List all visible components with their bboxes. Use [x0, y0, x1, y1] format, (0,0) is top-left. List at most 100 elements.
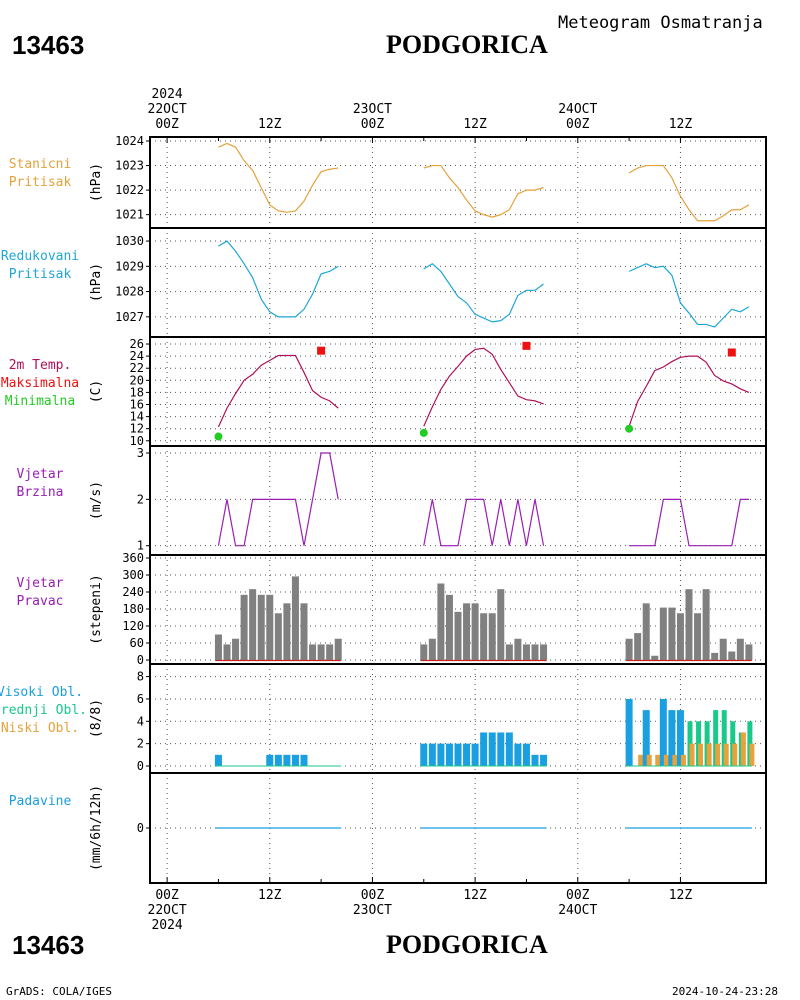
panel-label-line: 2m Temp.: [9, 358, 72, 373]
cloud-bar-low: [638, 754, 644, 766]
wind-direction-bar: [522, 644, 530, 660]
y-tick-label: 6: [137, 692, 144, 706]
cloud-bar-high: [445, 743, 453, 766]
cloud-bar-high: [291, 754, 299, 766]
wind-direction-bar: [488, 613, 496, 660]
wind_speed-series-line: [629, 498, 749, 547]
x-axis-bottom-label: 2024: [151, 918, 182, 933]
wind-direction-bar: [283, 603, 291, 660]
y-axis-label: (mm/6h/12h): [89, 785, 104, 871]
temperature-series-line: [217, 354, 339, 428]
station_pressure-series-line: [628, 164, 750, 222]
y-tick-label: 180: [122, 602, 144, 616]
wind-direction-bar: [454, 611, 462, 660]
max-temp-marker: [727, 348, 736, 357]
cloud-bar-low: [672, 754, 678, 766]
cloud-bar-high: [488, 732, 496, 766]
wind-direction-bar: [480, 613, 488, 660]
wind-direction-bar: [223, 644, 231, 660]
station-id-bottom: 13463: [12, 930, 85, 960]
y-tick-label: 120: [122, 619, 144, 633]
cloud-bar-high: [659, 698, 667, 766]
cloud-bar-high: [625, 698, 633, 766]
wind-direction-bar: [676, 613, 684, 660]
y-tick-label: 26: [130, 337, 144, 351]
panel-frame: [149, 336, 767, 447]
cloud-bar-low: [698, 743, 704, 766]
y-tick-label: 8: [137, 670, 144, 684]
x-axis-top-label: 22OCT: [148, 102, 187, 117]
wind-direction-bar: [702, 589, 710, 660]
y-tick-label: 12: [130, 422, 144, 436]
station-name-top: PODGORICA: [386, 30, 548, 59]
wind-direction-bar: [249, 589, 257, 660]
y-tick-label: 0: [137, 759, 144, 773]
render-timestamp: 2024-10-24-23:28: [672, 985, 778, 998]
wind-direction-bar: [240, 594, 248, 660]
y-tick-label: 300: [122, 568, 144, 582]
y-tick-label: 240: [122, 585, 144, 599]
cloud-bar-low: [663, 754, 669, 766]
x-axis-top-label: 23OCT: [353, 102, 392, 117]
min-temp-marker: [625, 424, 634, 433]
cloud-bar-mid: [721, 710, 727, 766]
y-tick-label: 1030: [115, 234, 144, 248]
y-tick-label: 1024: [115, 134, 144, 148]
x-axis-top-label: 00Z: [155, 117, 179, 132]
cloud-bar-high: [463, 743, 471, 766]
grads-credit: GrADS: COLA/IGES: [6, 985, 112, 998]
panel-frame: [149, 445, 767, 556]
wind-direction-bar: [651, 655, 659, 660]
wind-direction-bar: [685, 589, 693, 660]
y-tick-label: 1028: [115, 285, 144, 299]
x-axis-bottom-label: 00Z: [566, 888, 590, 903]
y-tick-label: 10: [130, 434, 144, 448]
panel-label-line: Pritisak: [9, 175, 72, 190]
y-tick-label: 1021: [115, 208, 144, 222]
y-tick-label: 16: [130, 398, 144, 412]
cloud-bar-high: [668, 710, 676, 766]
min-temp-marker: [214, 432, 223, 441]
wind-direction-bar: [642, 603, 650, 660]
cloud-bar-high: [531, 754, 539, 766]
x-axis-bottom-label: 24OCT: [558, 903, 597, 918]
y-tick-label: 1022: [115, 183, 144, 197]
y-tick-label: 0: [137, 653, 144, 667]
wind-direction-bar: [214, 634, 222, 660]
temperature-series-line: [628, 355, 750, 427]
min-temp-marker: [419, 428, 428, 437]
reduced_pressure-series-line: [423, 263, 544, 323]
y-tick-label: 1027: [115, 310, 144, 324]
cloud-bar-high: [428, 743, 436, 766]
wind-direction-bar: [497, 589, 505, 660]
cloud-bar-low: [680, 754, 686, 766]
wind-direction-bar: [728, 651, 736, 660]
y-axis-label: (C): [89, 380, 104, 403]
y-tick-label: 3: [137, 446, 144, 460]
wind-direction-bar: [300, 603, 308, 660]
y-tick-label: 14: [130, 410, 144, 424]
wind-direction-bar: [257, 594, 265, 660]
station-id-top: 13463: [12, 30, 85, 60]
wind-direction-bar: [505, 644, 513, 660]
wind-direction-bar: [540, 644, 548, 660]
station-name-bottom: PODGORICA: [386, 930, 548, 959]
cloud-bar-high: [540, 754, 548, 766]
panel-label-line: Padavine: [9, 794, 72, 809]
panel-label-line: Redukovani: [1, 249, 79, 264]
panel-label-line: Pravac: [17, 594, 64, 609]
x-axis-bottom-label: 12Z: [669, 888, 693, 903]
wind-direction-bar: [291, 576, 299, 660]
panel-label-line: Niski Obl.: [1, 721, 79, 736]
panel-label-line: Vjetar: [17, 576, 64, 591]
wind-direction-bar: [514, 638, 522, 660]
wind-direction-bar: [317, 644, 325, 660]
wind-direction-bar: [711, 652, 719, 660]
wind-direction-bar: [334, 638, 342, 660]
cloud-bar-high: [676, 710, 684, 766]
reduced_pressure-series-line: [218, 240, 339, 318]
panel-label-line: Srednji Obl.: [0, 703, 87, 718]
wind-direction-bar: [232, 638, 240, 660]
cloud-bar-high: [420, 743, 428, 766]
panel-label-line: Stanicni: [9, 157, 72, 172]
